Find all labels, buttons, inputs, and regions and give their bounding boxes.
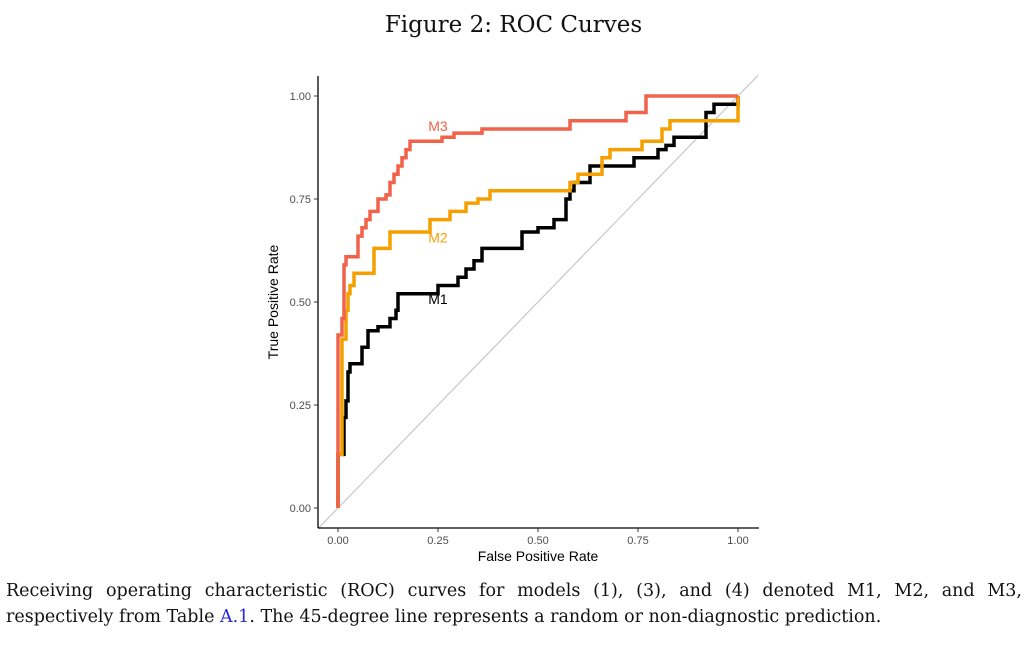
- x-axis-title: False Positive Rate: [478, 548, 599, 564]
- x-tick-label: 0.75: [627, 535, 648, 547]
- y-axis-title: True Positive Rate: [265, 244, 281, 359]
- y-tick-label: 1.00: [290, 91, 311, 103]
- reference-line-layer: [317, 74, 759, 530]
- reference-diagonal-line: [317, 74, 759, 530]
- series-line-m1: [336, 96, 740, 508]
- series-label-m3: M3: [428, 118, 448, 134]
- y-tick-label: 0.25: [290, 400, 311, 412]
- figure-title: Figure 2: ROC Curves: [384, 12, 643, 38]
- series-line-m2: [336, 96, 740, 508]
- y-tick-label: 0.75: [290, 194, 311, 206]
- x-tick-label: 0.00: [327, 535, 348, 547]
- x-tick-label: 0.50: [527, 535, 548, 547]
- series-line-m3: [336, 94, 738, 508]
- y-tick-label: 0.50: [290, 297, 311, 309]
- series-layer: [336, 94, 740, 508]
- x-tick-label: 0.25: [427, 535, 448, 547]
- series-label-layer: M1 M2 M3: [428, 118, 448, 307]
- table-reference-link[interactable]: A.1: [219, 607, 250, 627]
- x-tick-label: 1.00: [727, 535, 748, 547]
- series-label-m1: M1: [428, 291, 448, 307]
- caption-line-2-after: . The 45-degree line represents a random…: [249, 607, 882, 627]
- figure-caption: Receiving operating characteristic (ROC)…: [6, 578, 1022, 630]
- axis-layer: 0.00 0.25 0.50 0.75 1.00 0.00 0.25 0.50 0.75 1.00: [290, 76, 759, 547]
- caption-line-2-before: respectively from Table: [6, 607, 220, 627]
- caption-line-1: Receiving operating characteristic (ROC)…: [6, 581, 1022, 601]
- series-label-m2: M2: [428, 229, 448, 245]
- y-tick-label: 0.00: [290, 503, 311, 515]
